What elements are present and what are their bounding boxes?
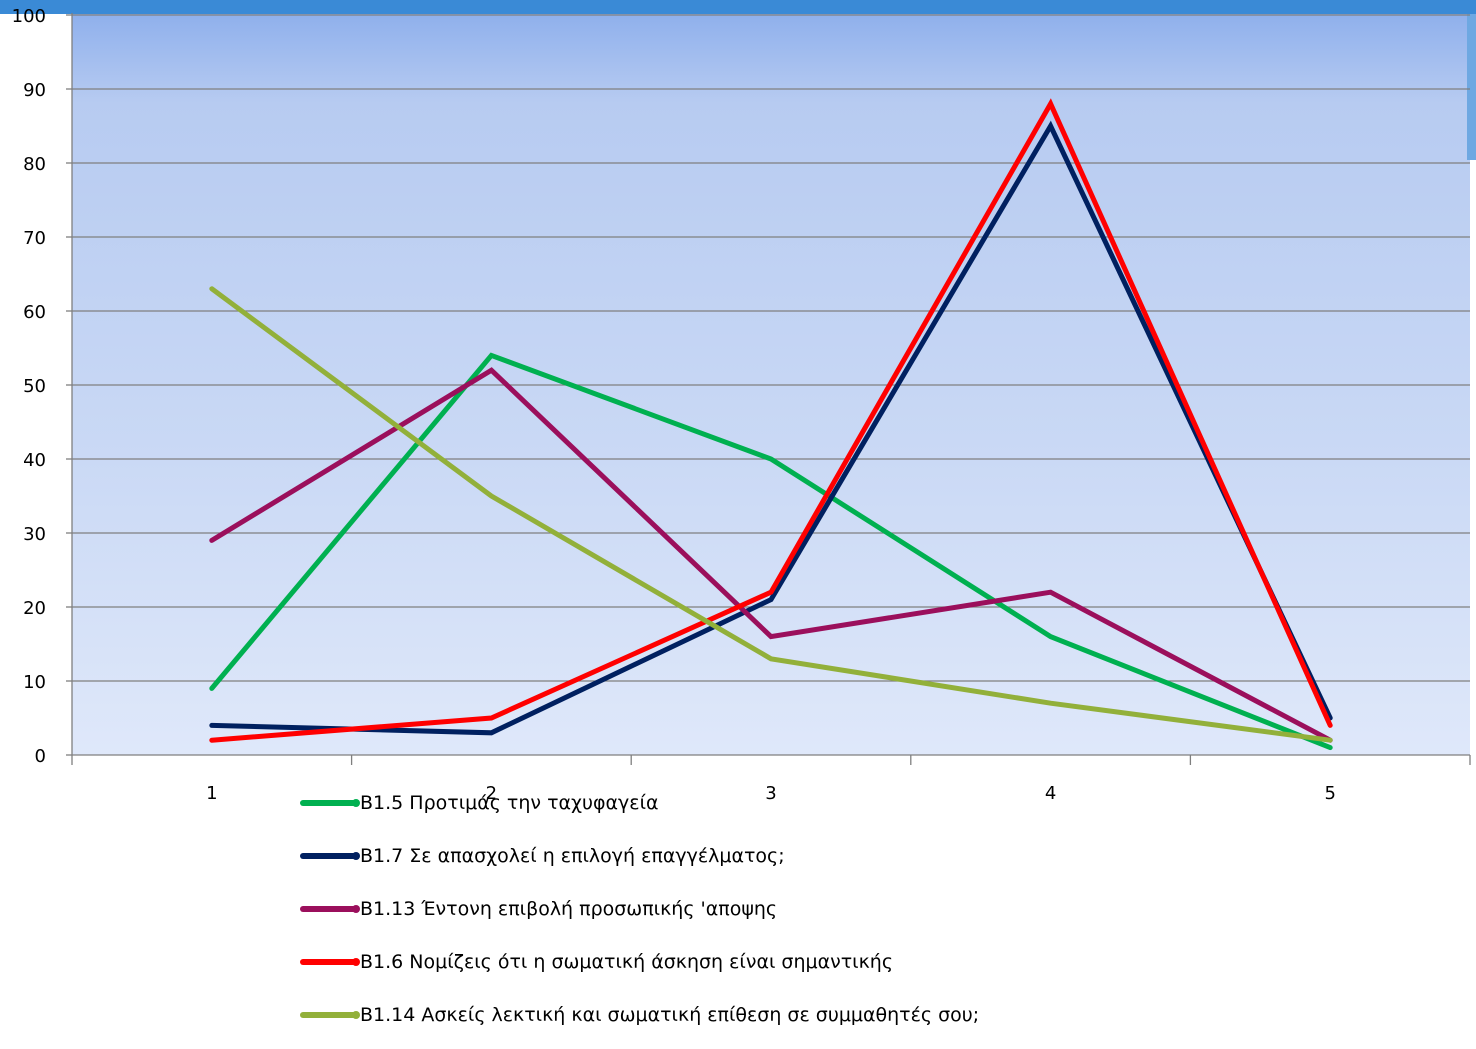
y-tick-label-0: 0 bbox=[35, 746, 46, 767]
legend-swatch bbox=[300, 799, 360, 807]
y-tick-label-80: 80 bbox=[23, 154, 46, 175]
x-tick-label-5: 5 bbox=[1324, 783, 1335, 804]
y-tick-label-30: 30 bbox=[23, 524, 46, 545]
legend-entry-2: B1.7 Σε απασχολεί η επιλογή επαγγέλματος… bbox=[300, 837, 979, 875]
legend-swatch bbox=[300, 905, 360, 913]
legend-entry-5: B1.14 Ασκείς λεκτική και σωματική επίθεσ… bbox=[300, 996, 979, 1034]
y-tick-label-90: 90 bbox=[23, 80, 46, 101]
series-line-4 bbox=[209, 98, 1333, 743]
legend-label: B1.14 Ασκείς λεκτική και σωματική επίθεσ… bbox=[360, 1004, 980, 1026]
series-line-2 bbox=[209, 120, 1333, 736]
x-tick-label-3: 3 bbox=[765, 783, 776, 804]
x-tick-label-4: 4 bbox=[1045, 783, 1056, 804]
x-tick-label-2: 2 bbox=[486, 783, 497, 804]
y-tick-label-70: 70 bbox=[23, 228, 46, 249]
y-tick-label-60: 60 bbox=[23, 302, 46, 323]
legend-label: B1.6 Νομίζεις ότι η σωματική άσκηση είνα… bbox=[360, 951, 894, 973]
legend-label: B1.5 Προτιμάς την ταχυφαγεία bbox=[360, 792, 659, 814]
legend-label: B1.13 Έντονη επιβολή προσωπικής 'αποψης bbox=[360, 898, 778, 920]
legend: B1.5 Προτιμάς την ταχυφαγεία B1.7 Σε απασ… bbox=[300, 784, 979, 1049]
legend-entry-1: B1.5 Προτιμάς την ταχυφαγεία bbox=[300, 784, 979, 822]
y-tick-label-20: 20 bbox=[23, 598, 46, 619]
y-tick-label-100: 100 bbox=[12, 6, 46, 27]
y-tick-label-40: 40 bbox=[23, 450, 46, 471]
legend-swatch bbox=[300, 1011, 360, 1019]
legend-label: B1.7 Σε απασχολεί η επιλογή επαγγέλματος… bbox=[360, 845, 785, 867]
legend-entry-3: B1.13 Έντονη επιβολή προσωπικής 'αποψης bbox=[300, 890, 979, 928]
series-line-5 bbox=[209, 286, 1333, 743]
legend-entry-4: B1.6 Νομίζεις ότι η σωματική άσκηση είνα… bbox=[300, 943, 979, 981]
legend-swatch bbox=[300, 958, 360, 966]
top-banner bbox=[0, 0, 1476, 14]
y-tick-label-10: 10 bbox=[23, 672, 46, 693]
series-line-1 bbox=[209, 352, 1333, 751]
x-tick-label-1: 1 bbox=[206, 783, 217, 804]
right-edge-accent bbox=[1467, 14, 1476, 160]
legend-swatch bbox=[300, 852, 360, 860]
y-tick-label-50: 50 bbox=[23, 376, 46, 397]
